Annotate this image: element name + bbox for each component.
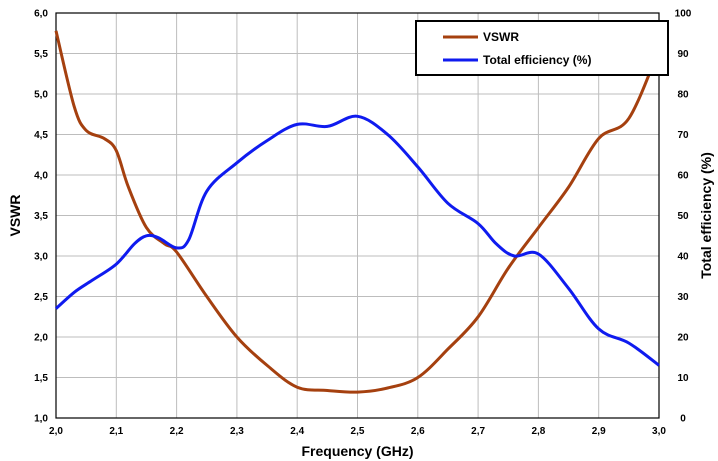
x-tick-label: 2,6 bbox=[411, 426, 425, 437]
x-tick-label: 2,8 bbox=[531, 426, 545, 437]
y-left-tick-labels: 1,0 1,5 2,0 2,5 3,0 3,5 4,0 4,5 5,0 5,5 6,0 bbox=[34, 9, 48, 425]
y-right-tick-label: 30 bbox=[677, 292, 689, 303]
series-layer bbox=[54, 30, 661, 394]
legend: VSWR Total efficiency (%) bbox=[415, 20, 669, 76]
x-tick-label: 2,1 bbox=[109, 426, 123, 437]
efficiency-series-line bbox=[54, 114, 660, 367]
x-tick-label: 2,4 bbox=[290, 426, 304, 437]
x-tick-label: 2,7 bbox=[471, 426, 485, 437]
vswr-series-line bbox=[54, 30, 661, 394]
legend-label-efficiency: Total efficiency (%) bbox=[483, 53, 591, 67]
y-left-tick-label: 5,5 bbox=[34, 49, 48, 60]
y-left-tick-label: 2,0 bbox=[34, 333, 48, 344]
y-right-tick-label: 40 bbox=[677, 252, 689, 263]
y-right-tick-label: 20 bbox=[677, 333, 689, 344]
y-right-axis-title: Total efficiency (%) bbox=[698, 152, 714, 279]
plot-area-frame bbox=[55, 12, 660, 419]
x-tick-label: 2,0 bbox=[49, 426, 63, 437]
y-left-tick-label: 5,0 bbox=[34, 90, 48, 101]
y-left-axis-title: VSWR bbox=[7, 195, 23, 237]
y-right-tick-label: 10 bbox=[677, 373, 689, 384]
x-tick-label: 3,0 bbox=[652, 426, 666, 437]
x-tick-labels: 2,0 2,1 2,2 2,3 2,4 2,5 2,6 2,7 2,8 2,9 3,0 bbox=[49, 426, 666, 437]
x-axis-title: Frequency (GHz) bbox=[301, 443, 413, 459]
y-right-tick-label: 60 bbox=[677, 171, 689, 182]
x-tick-label: 2,9 bbox=[592, 426, 606, 437]
legend-box bbox=[415, 20, 669, 76]
y-left-tick-label: 4,5 bbox=[34, 130, 48, 141]
y-right-tick-label: 80 bbox=[677, 90, 689, 101]
y-left-tick-label: 3,5 bbox=[34, 211, 48, 222]
y-left-tick-label: 1,0 bbox=[34, 414, 48, 425]
x-tick-label: 2,5 bbox=[351, 426, 365, 437]
y-right-tick-label: 90 bbox=[677, 49, 689, 60]
y-left-tick-label: 4,0 bbox=[34, 171, 48, 182]
y-left-tick-label: 1,5 bbox=[34, 373, 48, 384]
y-left-tick-label: 3,0 bbox=[34, 252, 48, 263]
y-right-tick-label: 50 bbox=[677, 211, 689, 222]
x-tick-label: 2,2 bbox=[170, 426, 184, 437]
y-right-tick-label: 70 bbox=[677, 130, 689, 141]
y-left-tick-label: 2,5 bbox=[34, 292, 48, 303]
x-tick-label: 2,3 bbox=[230, 426, 244, 437]
y-right-tick-labels: 0 10 20 30 40 50 60 70 80 90 100 bbox=[675, 9, 692, 425]
y-right-tick-label: 0 bbox=[680, 414, 686, 425]
y-left-tick-label: 6,0 bbox=[34, 9, 48, 20]
y-right-tick-label: 100 bbox=[675, 9, 692, 20]
legend-label-vswr: VSWR bbox=[483, 30, 519, 44]
